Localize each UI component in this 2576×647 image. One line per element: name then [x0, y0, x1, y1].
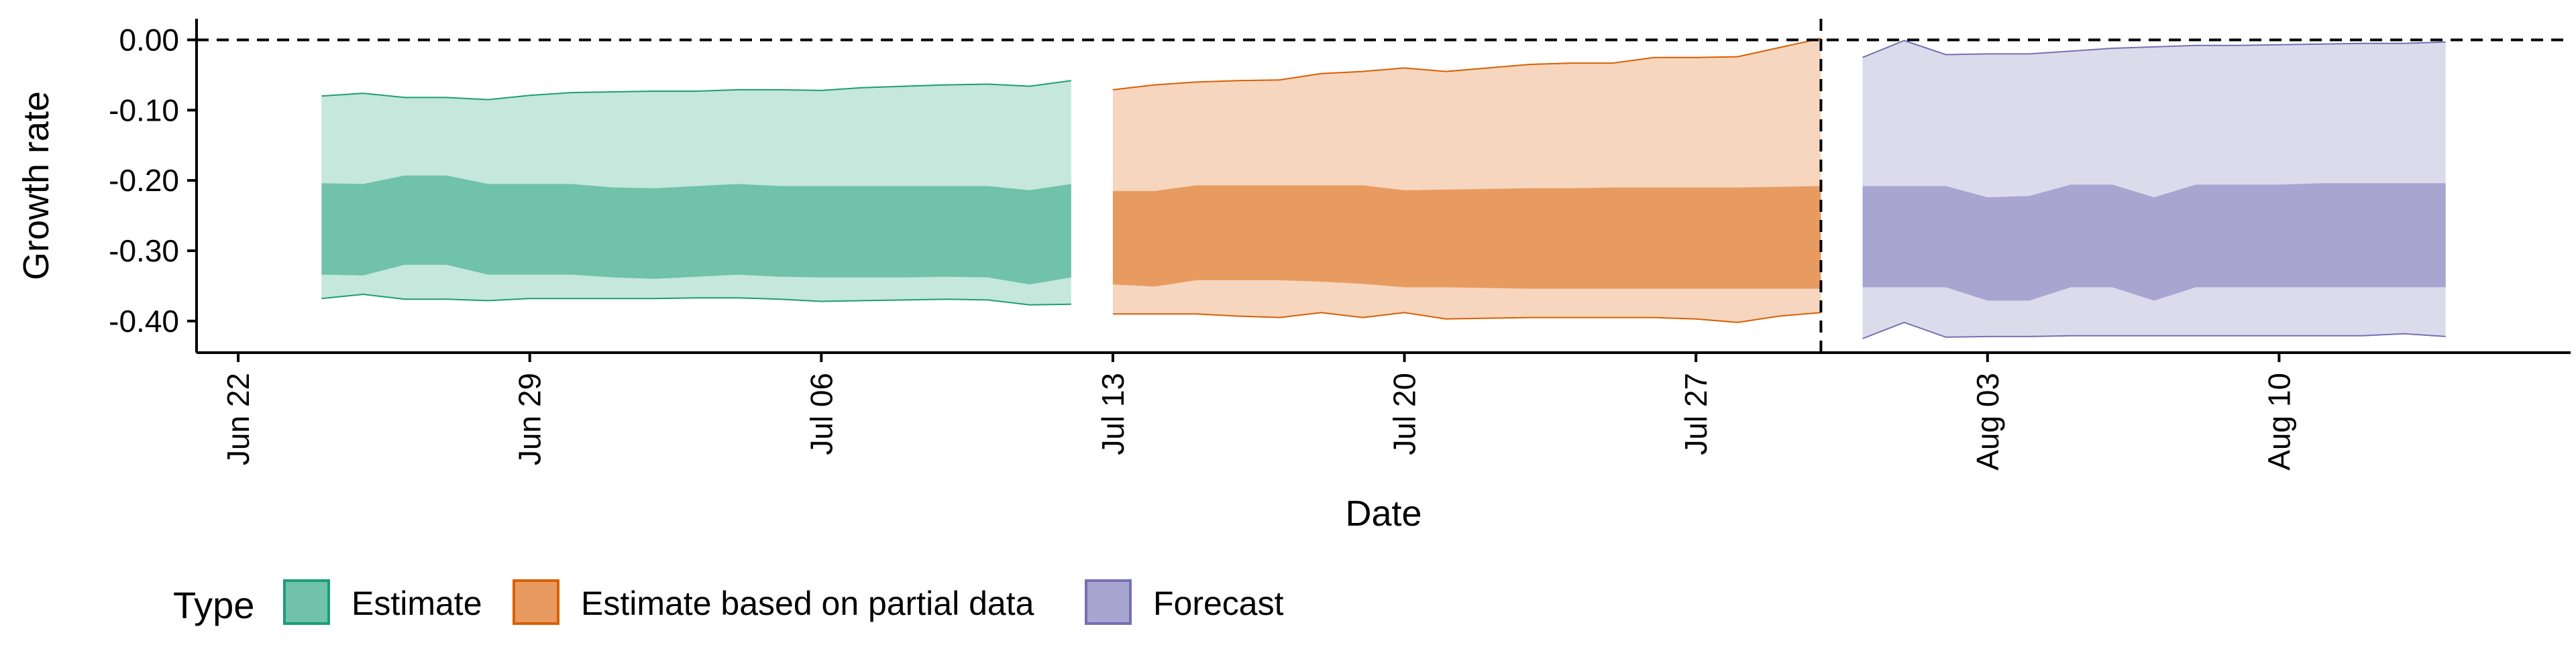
x-tick-label: Jun 29	[513, 373, 547, 465]
y-tick-label: -0.20	[109, 163, 179, 198]
upper-edge-forecast	[1862, 40, 2446, 58]
y-tick-label: -0.30	[109, 233, 179, 268]
lower-edge-estimate-based-on-partial-data	[1112, 312, 1821, 323]
y-tick-label: -0.10	[109, 93, 179, 127]
upper-edge-estimate-based-on-partial-data	[1112, 38, 1821, 91]
x-tick-label: Jul 27	[1678, 373, 1713, 455]
x-tick-label: Jul 06	[804, 373, 839, 455]
legend-title: Type	[173, 584, 254, 626]
legend-key-forecast	[1085, 579, 1132, 625]
axes	[195, 19, 2571, 354]
lower-edge-forecast	[1862, 321, 2446, 339]
legend-key-estimate-based-on-partial-data	[513, 579, 559, 625]
series-estimate-based-on-partial-data	[1112, 38, 1821, 323]
x-axis-ticks: Jun 22 Jun 29 Jul 06 Jul 13 Jul 20 Jul 27 Aug …	[221, 353, 2296, 471]
inner-band-forecast	[1862, 183, 2446, 301]
series-forecast	[1862, 40, 2446, 339]
y-tick-label: -0.40	[109, 304, 179, 339]
bands-layer	[321, 38, 2446, 339]
x-tick-label: Aug 03	[1970, 373, 2005, 471]
legend-label-estimate: Estimate	[352, 585, 482, 622]
series-estimate	[321, 80, 1071, 306]
x-tick-label: Jun 22	[221, 373, 256, 465]
lower-edge-estimate	[321, 293, 1071, 306]
legend: Type Estimate Estimate based on partial d…	[173, 579, 1284, 626]
reference-lines	[197, 19, 2571, 353]
legend-label-estimate-based-on-partial-data: Estimate based on partial data	[581, 585, 1034, 622]
x-tick-label: Aug 10	[2261, 373, 2296, 471]
x-tick-label: Jul 13	[1095, 373, 1130, 455]
x-axis-title: Date	[1345, 493, 1421, 534]
x-tick-label: Jul 20	[1387, 373, 1422, 455]
y-axis-ticks: 0.00 -0.10 -0.20 -0.30 -0.40	[109, 22, 197, 339]
inner-band-estimate-based-on-partial-data	[1112, 185, 1821, 289]
inner-band-estimate	[321, 175, 1071, 285]
legend-key-estimate	[283, 579, 330, 625]
legend-label-forecast: Forecast	[1153, 585, 1284, 622]
y-tick-label: 0.00	[119, 22, 179, 57]
upper-edge-estimate	[321, 80, 1071, 101]
y-axis-title: Growth rate	[16, 91, 56, 280]
